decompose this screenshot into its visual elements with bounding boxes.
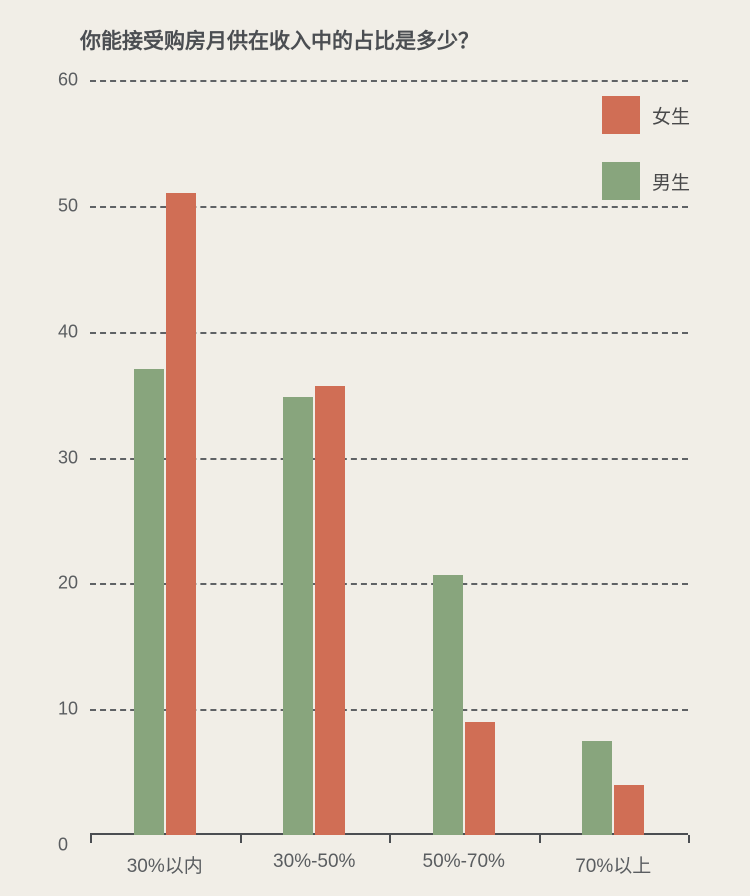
y-axis-label: 50 [58,195,78,216]
legend-swatch [602,162,640,200]
x-axis-label: 30%-50% [273,851,355,873]
x-axis-tick [240,835,242,843]
plot-area: 010203040506030%以内30%-50%50%-70%70%以上 [90,80,688,835]
bar-男生 [134,369,164,835]
bar-男生 [433,575,463,835]
x-axis-tick [90,835,92,843]
x-axis-tick [688,835,690,843]
legend-label: 男生 [652,168,690,195]
legend: 女生男生 [602,96,690,228]
y-axis-label: 10 [58,699,78,720]
chart-container: 你能接受购房月供在收入中的占比是多少？ 010203040506030%以内30… [0,0,750,896]
bar-女生 [614,785,644,835]
legend-item: 男生 [602,162,690,200]
legend-swatch [602,96,640,134]
bar-女生 [166,193,196,835]
legend-item: 女生 [602,96,690,134]
x-axis-label: 70%以上 [575,851,651,878]
y-axis-label: 30 [58,447,78,468]
y-axis-label: 0 [58,835,68,856]
legend-label: 女生 [652,102,690,129]
bar-女生 [465,722,495,835]
y-axis-label: 20 [58,573,78,594]
chart-title: 你能接受购房月供在收入中的占比是多少？ [80,25,479,55]
x-axis-label: 50%-70% [423,851,505,873]
x-axis-tick [539,835,541,843]
bar-女生 [315,386,345,835]
gridline [90,80,688,82]
y-axis-label: 40 [58,321,78,342]
bar-男生 [283,397,313,835]
x-axis-tick [389,835,391,843]
y-axis-label: 60 [58,70,78,91]
x-axis-label: 30%以内 [127,851,203,878]
bar-男生 [582,741,612,835]
